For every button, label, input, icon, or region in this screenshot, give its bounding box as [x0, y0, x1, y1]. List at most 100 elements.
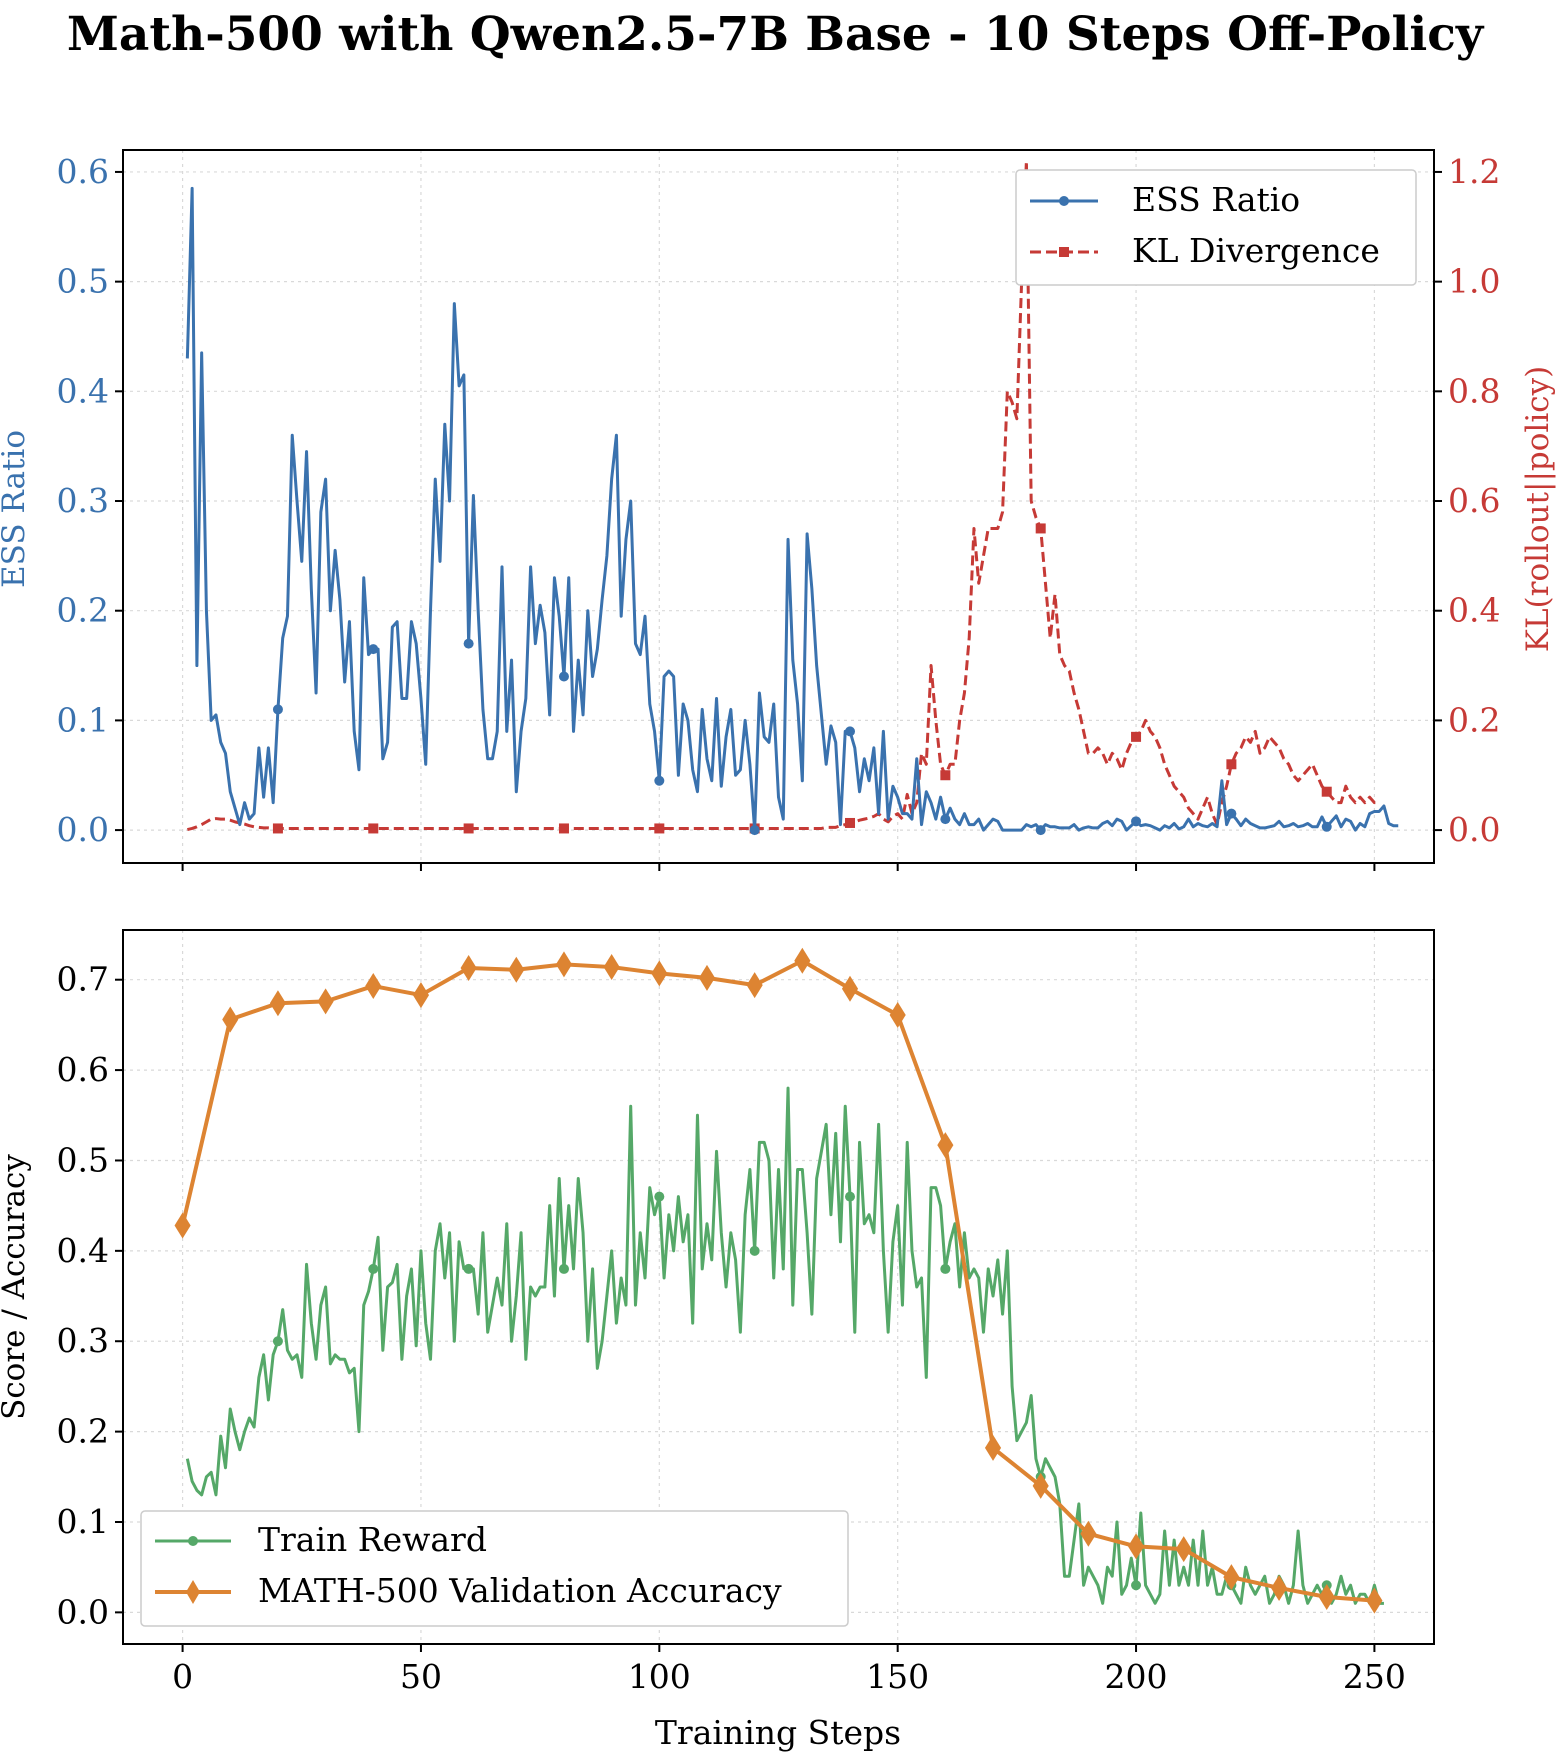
top-left-ylabel: ESS Ratio — [0, 430, 32, 588]
chart-title: Math-500 with Qwen2.5-7B Base - 10 Steps… — [67, 7, 1485, 62]
kl-point — [272, 823, 283, 834]
legend-reward-marker — [188, 1536, 198, 1546]
reward-point — [654, 1191, 665, 1202]
reward-point — [749, 1245, 760, 1256]
val-point — [412, 982, 430, 1009]
kl-line — [187, 159, 1380, 832]
val-point — [1032, 1472, 1049, 1499]
y2-tick-label: 0.2 — [1448, 700, 1500, 739]
y-tick-label: 0.5 — [57, 262, 109, 301]
legend-val-label: MATH-500 Validation Accuracy — [258, 1571, 782, 1610]
val-point — [317, 988, 334, 1015]
y2-tick-label: 0.6 — [1448, 481, 1500, 520]
x-tick-label: 250 — [1343, 1657, 1406, 1696]
val-point — [269, 990, 286, 1017]
legend-ess-marker — [1059, 196, 1069, 206]
y-tick-label: 0.1 — [57, 1502, 109, 1541]
bottom-ylabel: Score / Accuracy — [0, 1154, 32, 1420]
top-legend-box — [1015, 169, 1417, 286]
kl-point — [654, 823, 665, 834]
reward-point — [558, 1263, 569, 1274]
reward-point — [940, 1263, 951, 1274]
top-series — [185, 159, 1399, 836]
kl-point — [1131, 731, 1142, 742]
legend-kl-marker — [1059, 247, 1069, 257]
val-point — [555, 951, 573, 978]
ess-point — [940, 814, 951, 825]
val-point — [460, 954, 477, 981]
val-point — [1080, 1520, 1097, 1547]
ess-point — [1321, 821, 1332, 832]
val-point — [651, 960, 668, 987]
y-tick-label: 0.6 — [57, 152, 109, 191]
ess-line — [185, 186, 1399, 832]
y2-tick-label: 1.0 — [1448, 262, 1500, 301]
ess-point — [272, 704, 283, 715]
bottom-plot-frame — [122, 929, 1435, 1645]
ess-point — [845, 726, 856, 737]
x-tick-label: 150 — [866, 1657, 929, 1696]
bottom-series — [174, 947, 1384, 1614]
bottom-legend-box — [140, 1510, 849, 1627]
reward-point — [272, 1336, 283, 1347]
val-point — [937, 1132, 954, 1159]
bottom-legend[interactable]: Train Reward MATH-500 Validation Accurac… — [140, 1510, 849, 1627]
val-point — [222, 1006, 239, 1033]
y-tick-label: 0.0 — [57, 1592, 109, 1631]
kl-point — [558, 823, 569, 834]
val-point — [984, 1434, 1002, 1461]
y-tick-label: 0.2 — [57, 591, 109, 630]
val-point — [746, 972, 763, 999]
bottom-panel: 0 50 100 150 200 2500.00.10.20.30.40.50.60.7 … — [0, 929, 1435, 1752]
val-line — [180, 958, 1375, 1603]
legend-ess-label: ESS Ratio — [1132, 180, 1300, 219]
y2-tick-label: 1.2 — [1448, 152, 1500, 191]
legend-kl-label: KL Divergence — [1132, 231, 1380, 270]
kl-point — [1226, 759, 1237, 770]
x-tick-label: 50 — [400, 1657, 442, 1696]
kl-point — [1321, 786, 1332, 797]
reward-point — [368, 1263, 379, 1274]
y-tick-label: 0.3 — [57, 1321, 109, 1360]
x-tick-label: 0 — [172, 1657, 193, 1696]
val-point — [841, 975, 859, 1002]
ess-point — [368, 644, 379, 655]
kl-point — [368, 823, 379, 834]
y2-tick-label: 0.8 — [1448, 371, 1500, 410]
kl-point — [1035, 523, 1046, 534]
val-point — [1127, 1533, 1145, 1560]
y-tick-label: 0.0 — [57, 810, 109, 849]
top-panel: 0.0 0.1 0.2 0.3 0.4 0.5 0.6 0.0 0.2 0.4 0.6 0.8 1.0 1… — [0, 149, 1556, 871]
top-legend[interactable]: ESS Ratio KL Divergence — [1015, 169, 1417, 286]
y-tick-label: 0.3 — [57, 481, 109, 520]
top-right-ylabel: KL(rollout||policy) — [1520, 366, 1556, 652]
val-point — [365, 973, 382, 1000]
y-tick-label: 0.1 — [57, 700, 109, 739]
val-point — [794, 947, 811, 974]
val-point — [508, 956, 525, 983]
top-plot-frame — [122, 149, 1435, 864]
y-tick-label: 0.4 — [57, 1231, 109, 1270]
kl-point — [940, 770, 951, 781]
y-tick-label: 0.2 — [57, 1412, 109, 1451]
kl-point — [845, 817, 856, 828]
val-point — [603, 954, 620, 981]
y-tick-label: 0.4 — [57, 371, 109, 410]
reward-point — [1131, 1580, 1142, 1591]
val-point — [1175, 1536, 1192, 1563]
val-point — [1271, 1574, 1288, 1601]
y-tick-label: 0.6 — [57, 1050, 109, 1089]
legend-val-marker — [186, 1580, 200, 1604]
y2-tick-label: 0.0 — [1448, 810, 1500, 849]
ess-point — [749, 825, 760, 836]
legend-reward-label: Train Reward — [258, 1520, 487, 1559]
y2-tick-label: 0.4 — [1448, 591, 1500, 630]
x-tick-label: 100 — [628, 1657, 691, 1696]
kl-point — [463, 823, 474, 834]
val-point — [1366, 1587, 1383, 1614]
bottom-axes: 0 50 100 150 200 250 0.0 0.1 0.2 0.3 0.4 0.5 0.6 0.7 — [57, 960, 1406, 1696]
reward-point — [845, 1191, 856, 1202]
val-point — [889, 1001, 906, 1028]
val-point — [1318, 1584, 1335, 1611]
